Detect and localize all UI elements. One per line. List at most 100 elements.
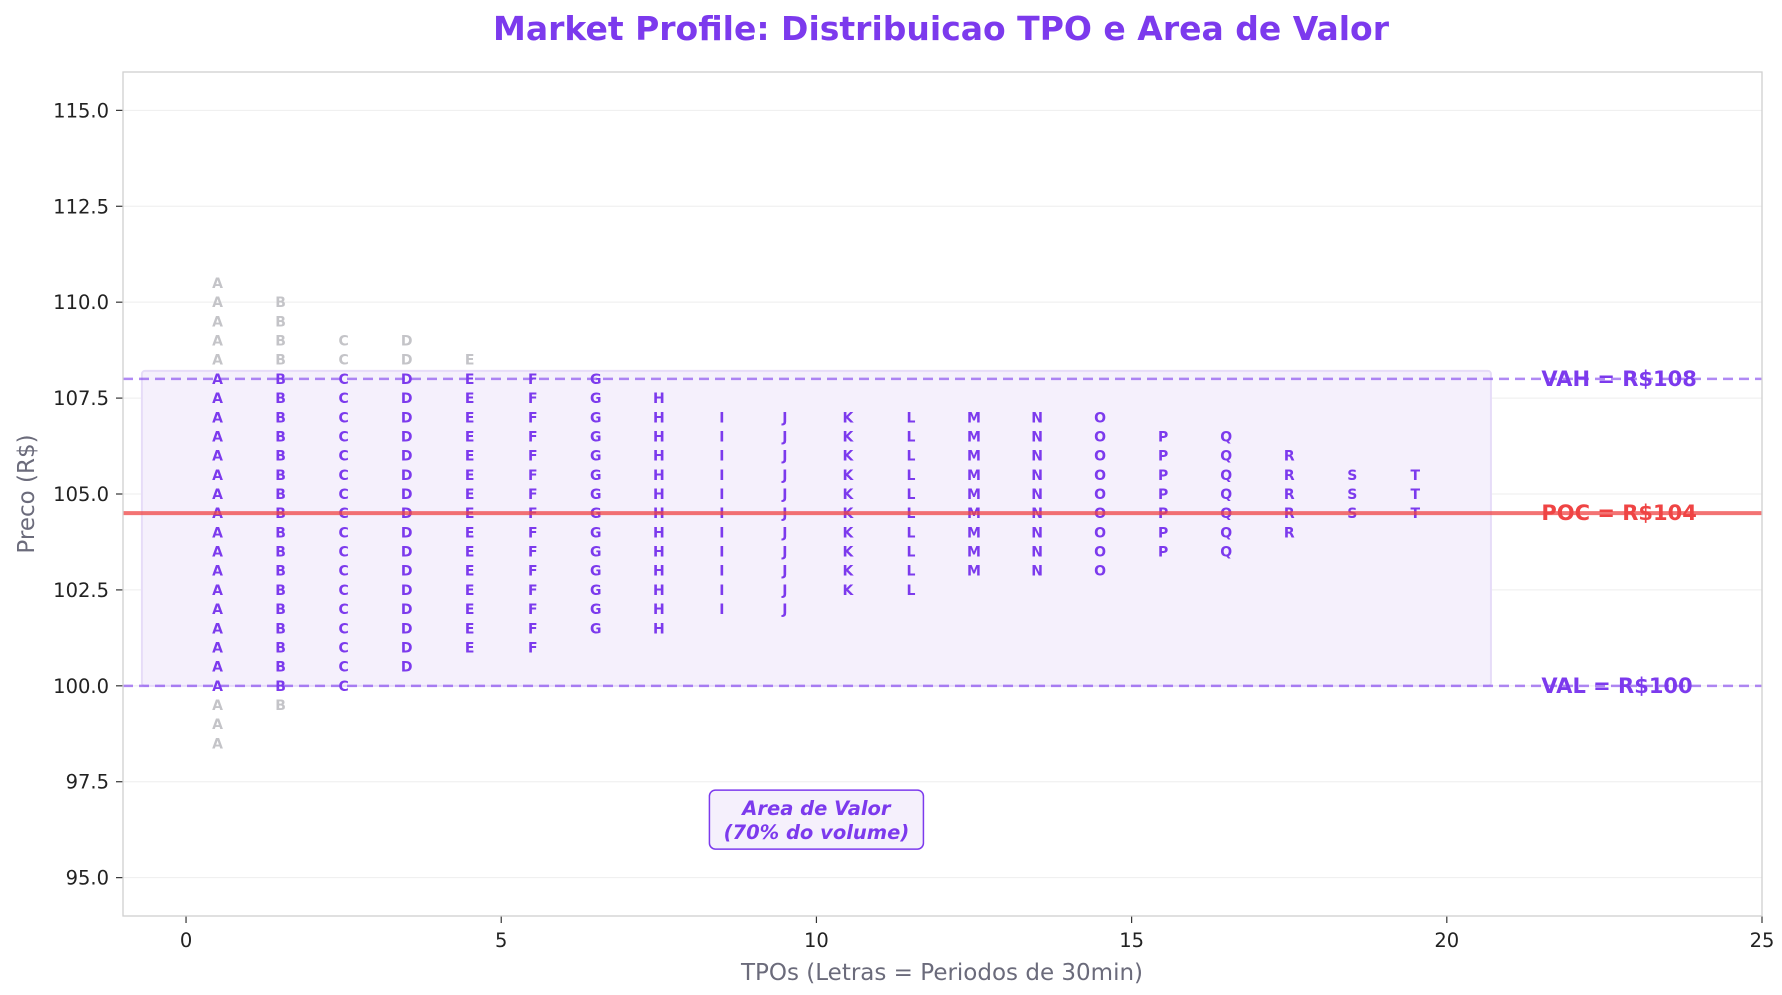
- tpo-letter: F: [528, 621, 538, 637]
- tpo-letter: C: [338, 660, 348, 676]
- tpo-letter: I: [719, 525, 724, 541]
- x-tick-label: 10: [804, 929, 829, 952]
- tpo-letter: A: [212, 679, 223, 695]
- tpo-letter: D: [401, 410, 413, 426]
- tpo-letter: G: [590, 545, 602, 561]
- tpo-letter: C: [338, 640, 348, 656]
- tpo-letter: D: [401, 660, 413, 676]
- tpo-letter: I: [719, 583, 724, 599]
- tpo-letter: C: [338, 564, 348, 580]
- value-area-annotation-box: [708, 789, 925, 850]
- tpo-letter: F: [528, 583, 538, 599]
- tpo-letter: F: [528, 602, 538, 618]
- tpo-letter: K: [843, 487, 855, 503]
- tpo-letter: G: [590, 468, 602, 484]
- tpo-letter: H: [653, 391, 665, 407]
- tpo-letter: D: [401, 487, 413, 503]
- y-axis-label: Preco (R$): [14, 434, 40, 553]
- tpo-letter: B: [275, 429, 286, 445]
- tpo-letter: C: [338, 372, 348, 388]
- tpo-letter: I: [719, 468, 724, 484]
- tpo-letter: A: [212, 334, 223, 350]
- tpo-letter: B: [275, 602, 286, 618]
- tpo-letter: E: [465, 545, 475, 561]
- tpo-letter: O: [1094, 487, 1106, 503]
- tpo-letter: L: [907, 545, 916, 561]
- annotation-line-1: Area de Valor: [740, 797, 892, 820]
- x-tick-label: 0: [180, 929, 192, 952]
- tpo-letters: AAAAAAAAAAAAAAAAAAAAAAAAABBBBBBBBBBBBBBB…: [212, 276, 1420, 752]
- tpo-letter: A: [212, 429, 223, 445]
- tpo-letter: F: [528, 429, 538, 445]
- tpo-letter: H: [653, 583, 665, 599]
- tpo-letter: Q: [1220, 525, 1232, 541]
- tpo-letter: L: [907, 449, 916, 465]
- tpo-letter: H: [653, 449, 665, 465]
- tpo-letter: A: [212, 468, 223, 484]
- tpo-letter: C: [338, 602, 348, 618]
- tpo-letter: T: [1411, 468, 1421, 484]
- tpo-letter: D: [401, 525, 413, 541]
- tpo-letter: I: [719, 602, 724, 618]
- tpo-letter: J: [781, 545, 787, 561]
- tpo-letter: M: [967, 449, 981, 465]
- tpo-letter: A: [212, 410, 223, 426]
- tpo-letter: N: [1031, 487, 1043, 503]
- tpo-letter: I: [719, 429, 724, 445]
- tpo-letter: A: [212, 698, 223, 714]
- tpo-letter: P: [1158, 487, 1168, 503]
- tpo-letter: G: [590, 525, 602, 541]
- tpo-letter: D: [401, 468, 413, 484]
- tpo-letter: C: [338, 429, 348, 445]
- tpo-letter: H: [653, 525, 665, 541]
- tpo-letter: O: [1094, 468, 1106, 484]
- x-tick-label: 15: [1119, 929, 1144, 952]
- tpo-letter: E: [465, 410, 475, 426]
- tpo-letter: I: [719, 410, 724, 426]
- tpo-letter: K: [843, 583, 855, 599]
- tpo-letter: F: [528, 449, 538, 465]
- tpo-letter: B: [275, 353, 286, 369]
- tpo-letter: C: [338, 525, 348, 541]
- tpo-letter: N: [1031, 564, 1043, 580]
- val-label: VAL = R$100: [1541, 674, 1692, 698]
- tpo-letter: P: [1158, 468, 1168, 484]
- tpo-letter: H: [653, 410, 665, 426]
- y-tick-label: 97.5: [66, 771, 109, 794]
- tpo-letter: A: [212, 525, 223, 541]
- tpo-letter: B: [275, 564, 286, 580]
- tpo-letter: F: [528, 640, 538, 656]
- tpo-letter: I: [719, 487, 724, 503]
- tpo-letter: B: [275, 621, 286, 637]
- tpo-letter: A: [212, 314, 223, 330]
- tpo-letter: T: [1411, 487, 1421, 503]
- tpo-letter: P: [1158, 525, 1168, 541]
- y-tick-label: 102.5: [53, 579, 109, 602]
- tpo-letter: L: [907, 525, 916, 541]
- tpo-letter: R: [1284, 468, 1295, 484]
- tpo-letter: S: [1347, 468, 1357, 484]
- tpo-letter: N: [1031, 525, 1043, 541]
- tpo-letter: C: [338, 583, 348, 599]
- tpo-letter: C: [338, 353, 348, 369]
- tpo-letter: S: [1347, 487, 1357, 503]
- tpo-letter: P: [1158, 545, 1168, 561]
- tpo-letter: B: [275, 334, 286, 350]
- tpo-letter: B: [275, 449, 286, 465]
- tpo-letter: D: [401, 564, 413, 580]
- tpo-letter: D: [401, 640, 413, 656]
- tpo-letter: M: [967, 525, 981, 541]
- tpo-letter: E: [465, 621, 475, 637]
- tpo-letter: A: [212, 621, 223, 637]
- tpo-letter: O: [1094, 449, 1106, 465]
- y-tick-label: 95.0: [66, 867, 109, 890]
- tpo-letter: F: [528, 468, 538, 484]
- x-tick-label: 5: [495, 929, 507, 952]
- tpo-letter: A: [212, 564, 223, 580]
- tpo-letter: I: [719, 545, 724, 561]
- tpo-letter: C: [338, 410, 348, 426]
- tpo-letter: G: [590, 621, 602, 637]
- tpo-letter: G: [590, 429, 602, 445]
- tpo-letter: N: [1031, 429, 1043, 445]
- tpo-letter: B: [275, 391, 286, 407]
